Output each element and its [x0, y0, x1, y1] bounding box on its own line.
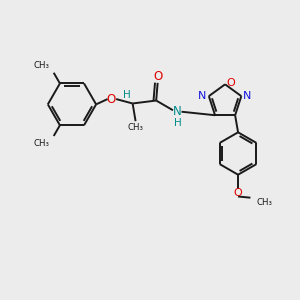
Text: CH₃: CH₃ — [128, 123, 144, 132]
Text: N: N — [172, 105, 181, 118]
Text: O: O — [107, 93, 116, 106]
Text: CH₃: CH₃ — [34, 139, 50, 148]
Text: N: N — [243, 91, 251, 100]
Text: O: O — [153, 70, 162, 83]
Text: CH₃: CH₃ — [256, 198, 272, 207]
Text: CH₃: CH₃ — [34, 61, 50, 70]
Text: H: H — [124, 90, 131, 100]
Text: H: H — [174, 118, 182, 128]
Text: N: N — [198, 91, 207, 100]
Text: O: O — [234, 188, 242, 198]
Text: O: O — [226, 78, 235, 88]
